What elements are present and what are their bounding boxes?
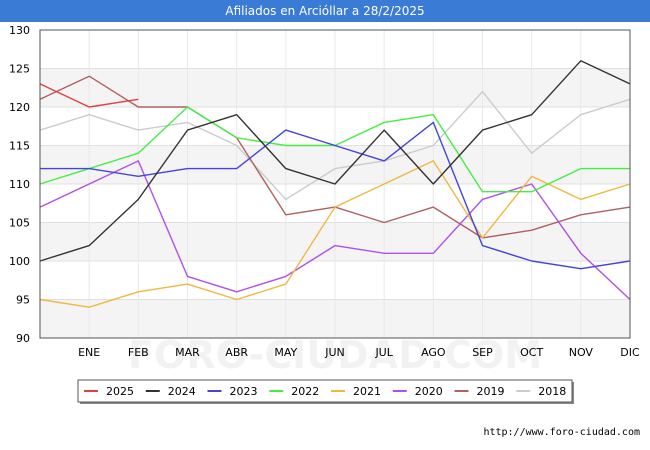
y-tick-label: 100 [9,255,30,268]
legend-label-2018: 2018 [538,385,566,398]
series-line-2023 [40,121,631,270]
x-tick-label: ABR [225,346,248,359]
y-tick-label: 95 [16,294,30,307]
series-line-2021 [39,160,631,308]
watermark-text: FORO-CIUDAD.COM [128,333,542,377]
series-line-2018 [39,90,631,201]
chart-title: Afiliados en Arcióllar a 28/2/2025 [0,0,650,22]
legend-box [77,379,573,403]
y-tick-label: 90 [16,332,30,345]
series-line-2024 [39,60,631,262]
y-tick-label: 130 [9,24,30,37]
x-tick-label: ENE [78,346,100,359]
legend-label-2024: 2024 [168,385,196,398]
legend-label-2025: 2025 [106,385,134,398]
x-tick-label: JUL [374,346,393,359]
x-tick-label: DIC [620,346,640,359]
x-tick-label: MAR [175,346,200,359]
legend-label-2023: 2023 [230,385,258,398]
footer-url: http://www.foro-ciudad.com [483,427,640,438]
x-tick-label: FEB [128,346,149,359]
x-tick-label: JUN [324,346,345,359]
series-line-2020 [39,160,631,301]
x-tick-label: NOV [569,346,594,359]
x-tick-label: AGO [421,346,446,359]
y-tick-label: 120 [9,101,30,114]
legend-label-2021: 2021 [353,385,381,398]
legend-label-2020: 2020 [415,385,443,398]
x-tick-label: MAY [274,346,297,359]
y-tick-label: 110 [9,178,30,191]
legend-label-2022: 2022 [291,385,319,398]
plot-frame [39,29,631,339]
x-tick-label: OCT [520,346,543,359]
y-tick-label: 105 [9,217,30,230]
y-tick-label: 115 [9,140,30,153]
legend-label-2019: 2019 [477,385,505,398]
series-line-2025 [39,83,139,108]
y-tick-label: 125 [9,63,30,76]
x-tick-label: SEP [472,346,493,359]
